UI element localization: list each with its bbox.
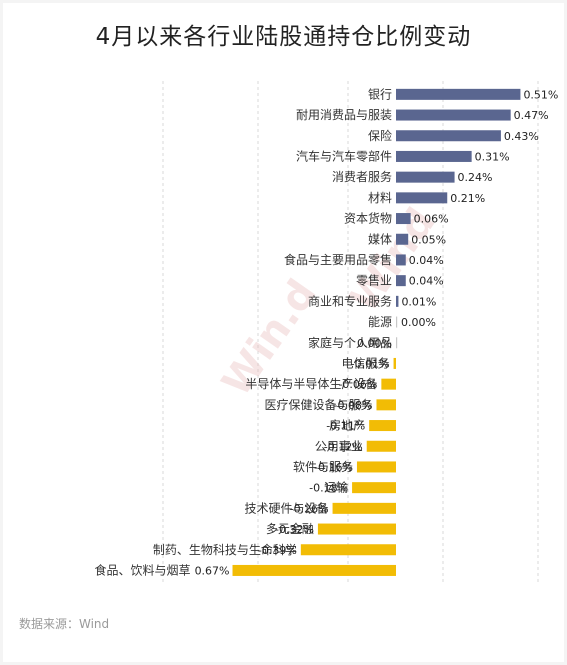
value-label: 0.00% — [401, 316, 436, 329]
bar — [396, 171, 455, 183]
bar — [381, 378, 396, 390]
value-label: -0.16% — [314, 461, 353, 474]
bar — [300, 544, 396, 556]
value-label: 0.04% — [409, 254, 444, 267]
category-label: 技术硬件与设备 — [245, 501, 329, 515]
category-label: 消费者服务 — [332, 169, 392, 184]
category-label: 资本货物 — [344, 211, 392, 226]
value-label: -0.11% — [326, 420, 365, 433]
labels-layer: 银行 0.51% 耐用消费品与服装 0.47% 保险 0.43% 汽车与汽车零部件 0.31%… — [95, 87, 559, 577]
bar — [396, 316, 398, 328]
category-label: 半导体与半导体生产设备 — [245, 377, 377, 391]
chart-title: 4月以来各行业陆股通持仓比例变动 — [95, 24, 472, 50]
category-label: 保险 — [368, 128, 392, 143]
bar — [376, 399, 396, 411]
value-label: 0.31% — [475, 150, 510, 163]
value-label: -0.06% — [338, 378, 377, 391]
value-label: -0.08% — [334, 399, 373, 412]
category-label: 软件与服务 — [293, 459, 353, 474]
category-label: 运输 — [324, 480, 348, 495]
bar — [366, 440, 396, 452]
category-label: 媒体 — [368, 232, 392, 246]
value-label: -0.12% — [324, 440, 363, 453]
bar — [396, 88, 521, 100]
value-label: 0.21% — [450, 192, 485, 205]
value-label: 0.06% — [414, 213, 449, 226]
source-note: 数据来源：Wind — [19, 617, 110, 631]
category-label: 材料 — [368, 191, 392, 205]
value-label: 0.43% — [504, 130, 539, 143]
bar — [396, 254, 406, 266]
category-label: 食品与主要用品零售 — [284, 252, 392, 267]
category-label: 耐用消费品与服装 — [296, 108, 392, 122]
bar — [332, 502, 396, 514]
value-label: 0.05% — [411, 233, 446, 246]
category-label: 医疗保健设备与服务 — [264, 397, 372, 412]
category-label: 食品、饮料与烟草 — [95, 562, 191, 577]
value-label: -0.26% — [290, 502, 329, 515]
bar — [396, 130, 501, 142]
bar — [369, 420, 396, 432]
chart-card: 4月以来各行业陆股通持仓比例变动 Win.d Wind 银行 0.51% 耐用消费品与… — [3, 3, 564, 662]
bar — [356, 461, 396, 473]
bar — [352, 482, 396, 494]
bar — [396, 275, 406, 287]
bar — [317, 523, 396, 535]
category-label: 银行 — [368, 87, 392, 101]
bar — [396, 337, 398, 349]
bar — [396, 150, 472, 162]
bars-layer — [232, 88, 521, 576]
bar — [232, 564, 396, 576]
category-label: 多元金融 — [266, 521, 314, 536]
category-label: 公用事业 — [315, 439, 363, 453]
category-label: 能源 — [368, 315, 392, 329]
bar — [396, 213, 411, 225]
bar — [393, 357, 396, 369]
category-label: 商业和专业服务 — [308, 293, 392, 308]
value-label: -0.39% — [258, 544, 297, 557]
category-label: 家庭与个人用品 — [308, 335, 392, 350]
value-label: 0.24% — [458, 171, 493, 184]
value-label: -0.18% — [309, 482, 348, 495]
category-label: 房地产 — [329, 418, 365, 433]
value-label: 0.47% — [514, 109, 549, 122]
value-label: -0.32% — [275, 523, 314, 536]
value-label: 0.04% — [409, 275, 444, 288]
category-label: 制药、生物科技与生命科学 — [153, 542, 297, 557]
bar — [396, 295, 399, 307]
category-label: 零售业 — [356, 273, 392, 288]
value-label: -0.01% — [351, 357, 390, 370]
value-label: 0.00% — [357, 337, 392, 350]
category-label: 电信服务 — [342, 355, 390, 370]
value-label: 0.67% — [195, 564, 230, 577]
bar — [396, 109, 511, 121]
bar — [396, 233, 409, 245]
value-label: 0.51% — [523, 88, 558, 101]
value-label: 0.01% — [401, 295, 436, 308]
bar — [396, 192, 448, 204]
category-label: 汽车与汽车零部件 — [296, 148, 392, 163]
